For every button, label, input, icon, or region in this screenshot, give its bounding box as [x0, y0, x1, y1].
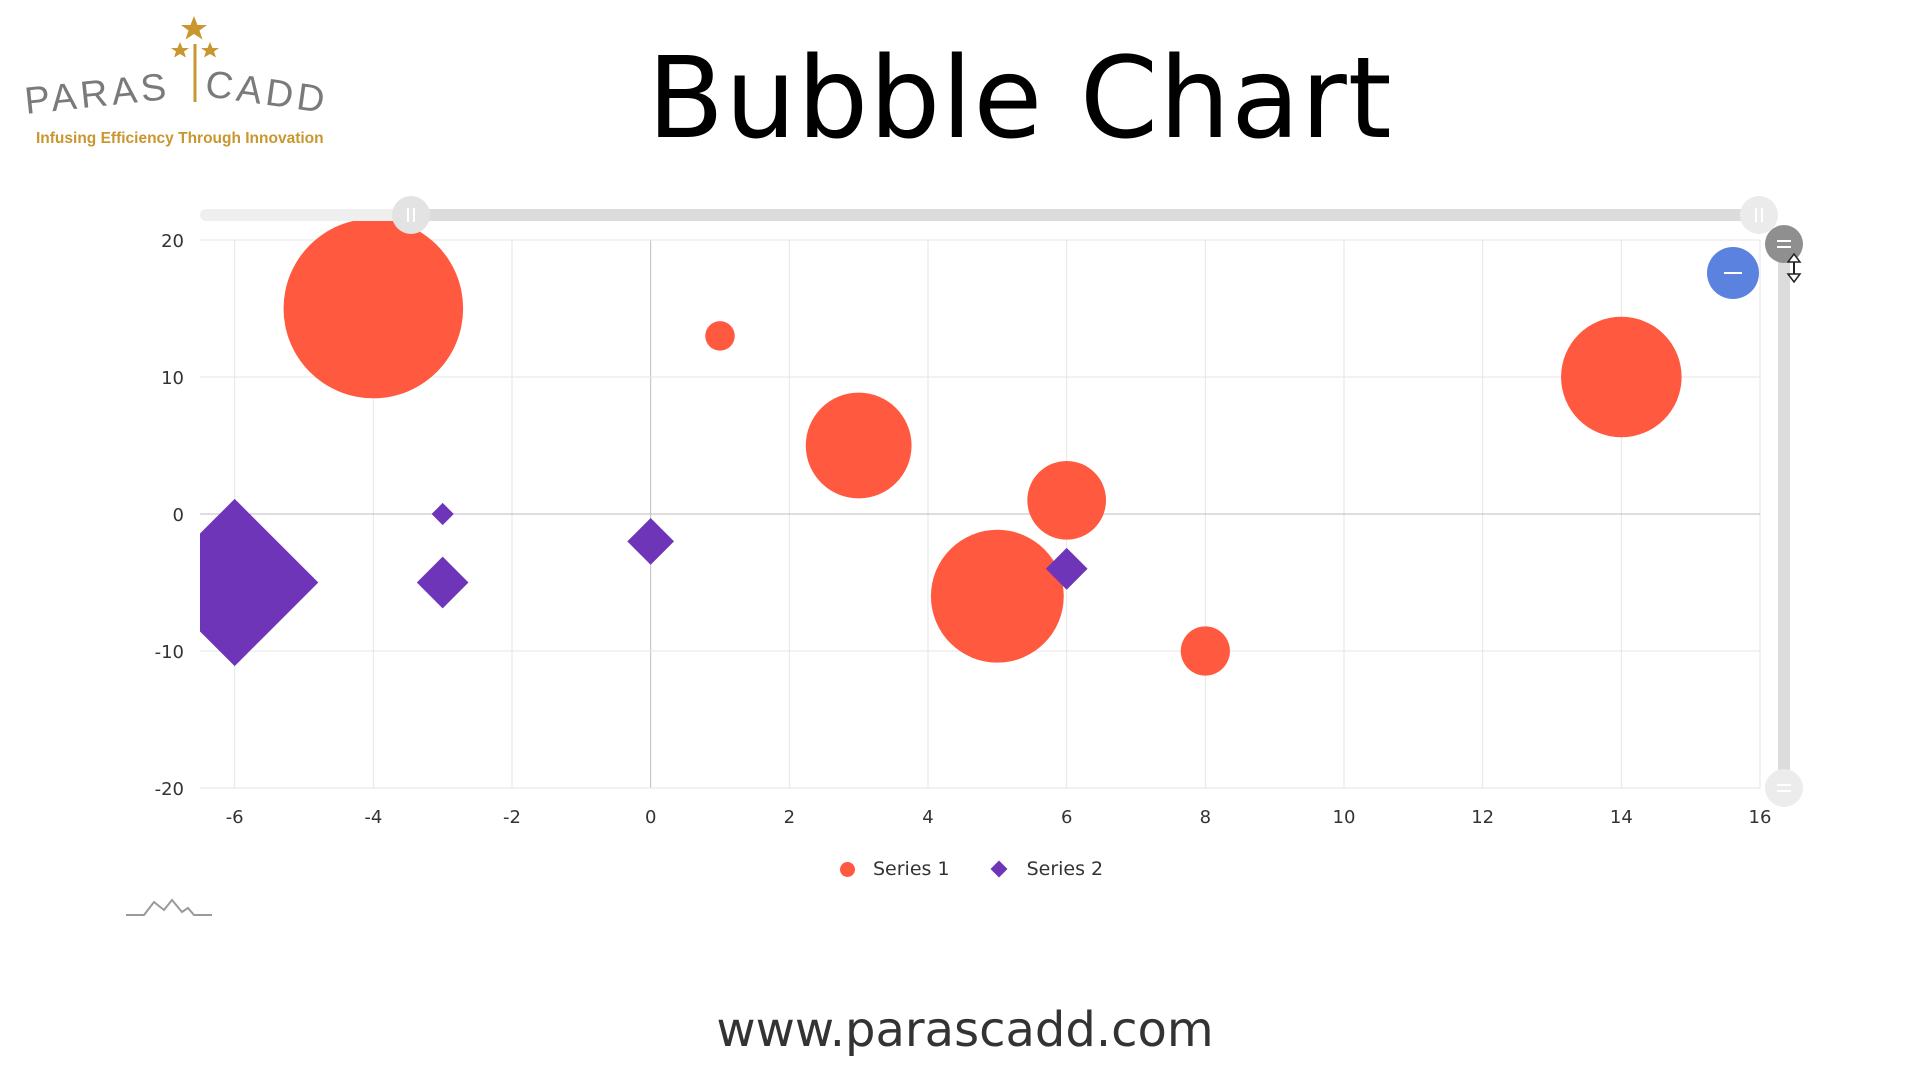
vertical-scrollbar[interactable] — [1765, 225, 1803, 807]
series-2-diamond[interactable] — [627, 518, 675, 565]
x-tick-label: 14 — [1610, 807, 1633, 828]
chart-legend: Series 1 Series 2 — [840, 858, 1143, 880]
x-tick-label: 6 — [1061, 807, 1072, 828]
legend-item-series-1[interactable]: Series 1 — [840, 858, 950, 880]
y-tick-label: -10 — [155, 642, 184, 663]
x-tick-label: -6 — [226, 807, 244, 828]
series-1-bubble[interactable] — [1027, 460, 1107, 540]
legend-item-series-2[interactable]: Series 2 — [990, 858, 1104, 880]
horizontal-scrollbar[interactable] — [200, 196, 1778, 234]
x-tick-label: -2 — [503, 807, 521, 828]
x-tick-label: 2 — [784, 807, 795, 828]
logo-star-top — [181, 16, 207, 40]
horizontal-scrollbar-thumb — [410, 209, 1760, 221]
y-tick-label: 0 — [173, 505, 184, 526]
chart-watermark-icon — [126, 898, 212, 916]
zoom-out-button[interactable] — [1707, 247, 1759, 299]
series-1-bubble[interactable] — [805, 392, 912, 499]
series-1-bubble[interactable] — [930, 529, 1064, 663]
footer-url: www.parascadd.com — [716, 1002, 1214, 1058]
legend-swatch-circle — [840, 861, 855, 877]
series-1-bubble[interactable] — [1180, 626, 1230, 676]
vertical-scrollbar-bottom-grip[interactable] — [1765, 769, 1803, 807]
logo-graphic: PARAS CADD — [23, 16, 331, 123]
x-tick-label: 10 — [1333, 807, 1356, 828]
series-2-diamond[interactable] — [416, 556, 469, 609]
page-title: Bubble Chart — [647, 34, 1393, 164]
legend-label-series-1: Series 1 — [873, 858, 950, 880]
y-tick-label: 20 — [161, 231, 184, 252]
x-tick-label: -4 — [364, 807, 382, 828]
legend-label-series-2: Series 2 — [1026, 858, 1104, 880]
series-1-bubble[interactable] — [1561, 316, 1682, 438]
legend-swatch-diamond — [990, 860, 1008, 878]
parascadd-logo: PARAS CADD Infusing Efficiency Through I… — [20, 14, 350, 154]
logo-tagline: Infusing Efficiency Through Innovation — [36, 130, 324, 147]
x-tick-label: 16 — [1749, 807, 1772, 828]
logo-star-right — [201, 42, 219, 58]
y-tick-label: 10 — [161, 368, 184, 389]
series-2-diamond[interactable] — [151, 498, 319, 667]
y-tick-label: -20 — [155, 779, 184, 800]
x-tick-label: 4 — [922, 807, 933, 828]
vertical-scrollbar-thumb — [1778, 244, 1790, 788]
resize-cursor-icon — [1786, 252, 1802, 284]
horizontal-scrollbar-start-grip[interactable] — [392, 196, 430, 234]
series-2-diamond[interactable] — [1045, 547, 1088, 590]
logo-star-left — [171, 42, 189, 58]
series-1-bubble[interactable] — [283, 218, 464, 399]
mark-layer — [151, 218, 1682, 676]
x-tick-label: 0 — [645, 807, 656, 828]
x-tick-label: 8 — [1200, 807, 1211, 828]
series-2-diamond[interactable] — [431, 502, 454, 526]
horizontal-scrollbar-end-grip[interactable] — [1740, 196, 1778, 234]
x-tick-label: 12 — [1471, 807, 1494, 828]
series-1-bubble[interactable] — [705, 321, 735, 351]
